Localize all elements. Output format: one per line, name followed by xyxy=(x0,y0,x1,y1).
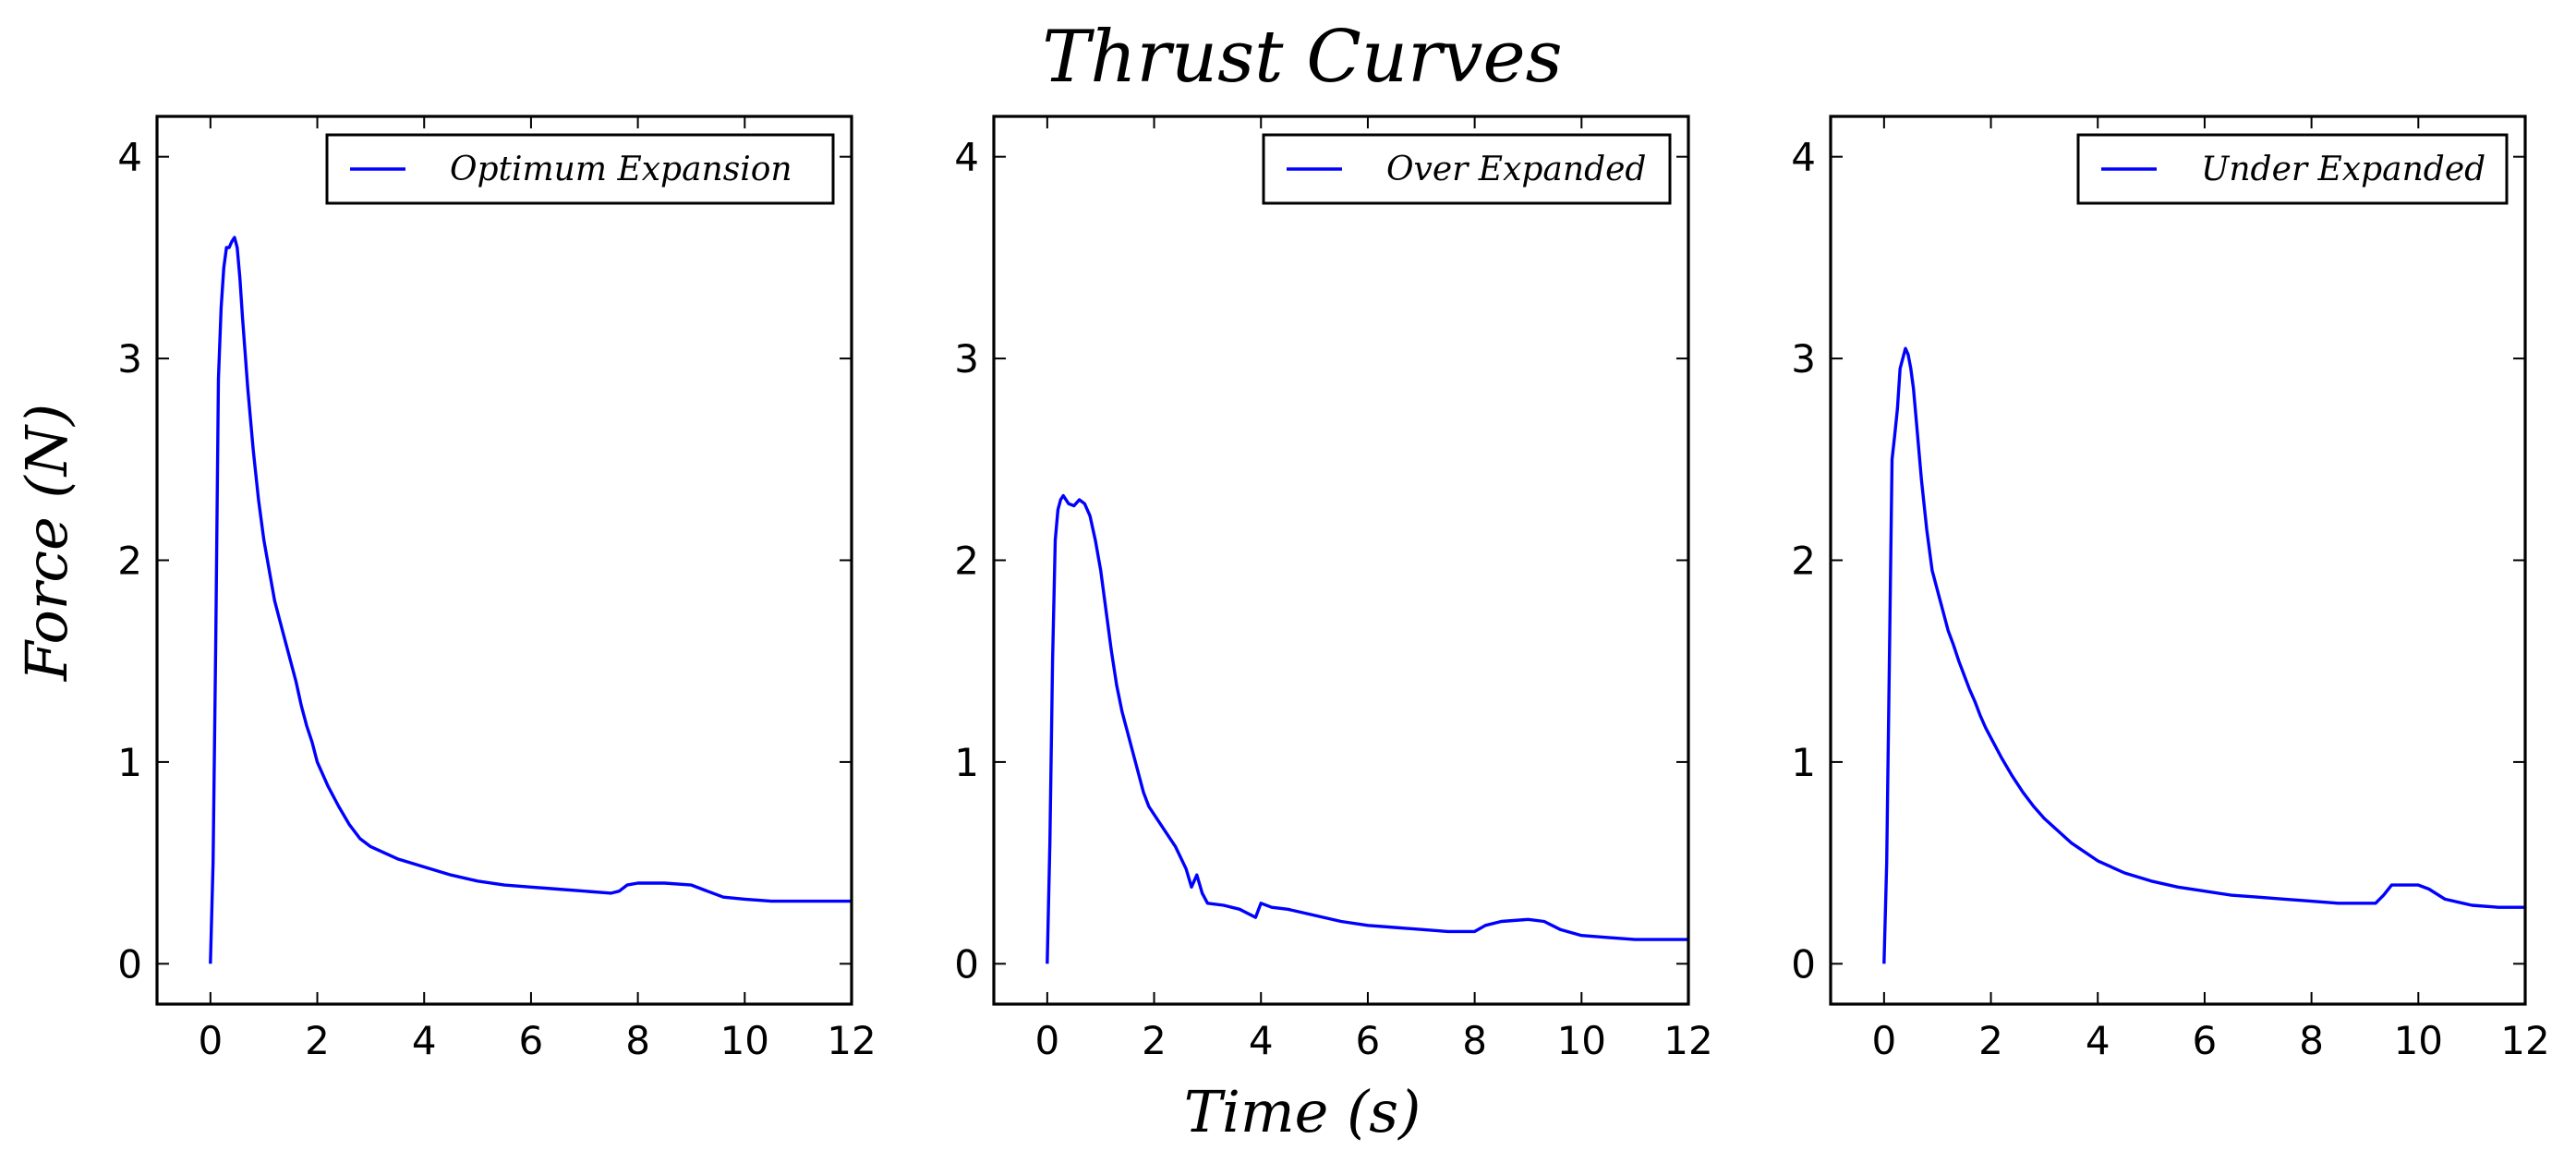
y-tick-label: 1 xyxy=(117,740,142,785)
legend-box xyxy=(1262,133,1672,205)
plot-frame xyxy=(992,115,1690,1006)
figure-title: Thrust Curves xyxy=(1042,16,1562,99)
x-tick-label: 6 xyxy=(2193,1018,2218,1063)
y-tick-label: 2 xyxy=(954,539,979,584)
x-tick-label: 12 xyxy=(827,1018,876,1063)
x-tick-label: 10 xyxy=(1557,1018,1606,1063)
series-line xyxy=(1046,493,1688,964)
x-tick-label: 0 xyxy=(198,1018,223,1063)
y-tick-label: 0 xyxy=(954,941,979,987)
y-tick-label: 3 xyxy=(117,336,142,382)
x-tick-label: 2 xyxy=(1142,1018,1167,1063)
x-tick-label: 4 xyxy=(1249,1018,1274,1063)
y-tick-label: 1 xyxy=(954,740,979,785)
x-tick-label: 0 xyxy=(1034,1018,1059,1063)
y-tick-label: 1 xyxy=(1791,740,1816,785)
x-tick-label: 4 xyxy=(412,1018,437,1063)
legend: Over Expanded xyxy=(1262,133,1672,205)
x-tick-label: 8 xyxy=(1462,1018,1487,1063)
legend-label: Optimum Expansion xyxy=(450,151,792,188)
x-tick-label: 8 xyxy=(625,1018,650,1063)
y-tick-label: 4 xyxy=(1791,135,1816,180)
y-tick-label: 2 xyxy=(1791,539,1816,584)
x-tick-label: 4 xyxy=(2086,1018,2110,1063)
y-tick-label: 0 xyxy=(117,941,142,987)
x-tick-label: 12 xyxy=(1663,1018,1712,1063)
x-tick-label: 6 xyxy=(519,1018,544,1063)
y-tick-label: 4 xyxy=(954,135,979,180)
y-tick-label: 4 xyxy=(117,135,142,180)
y-axis-label: Force (N) xyxy=(13,404,80,682)
legend-label: Over Expanded xyxy=(1386,151,1646,188)
plot-frame xyxy=(155,115,853,1006)
x-tick-label: 8 xyxy=(2299,1018,2324,1063)
legend-label: Under Expanded xyxy=(2201,151,2485,188)
x-tick-label: 2 xyxy=(305,1018,330,1063)
plot-frame xyxy=(1829,115,2527,1006)
y-tick-label: 3 xyxy=(1791,336,1816,382)
series-line xyxy=(209,236,852,964)
x-tick-label: 2 xyxy=(1978,1018,2003,1063)
legend: Optimum Expansion xyxy=(325,133,835,205)
x-tick-label: 12 xyxy=(2500,1018,2549,1063)
legend-box xyxy=(325,133,835,205)
x-tick-label: 10 xyxy=(2394,1018,2443,1063)
x-tick-label: 6 xyxy=(1356,1018,1381,1063)
y-tick-label: 3 xyxy=(954,336,979,382)
x-tick-label: 0 xyxy=(1871,1018,1896,1063)
y-tick-label: 0 xyxy=(1791,941,1816,987)
x-tick-label: 10 xyxy=(720,1018,769,1063)
x-axis-label: Time (s) xyxy=(1184,1078,1421,1145)
y-tick-label: 2 xyxy=(117,539,142,584)
legend: Under Expanded xyxy=(2076,133,2509,205)
series-line xyxy=(1882,346,2525,964)
